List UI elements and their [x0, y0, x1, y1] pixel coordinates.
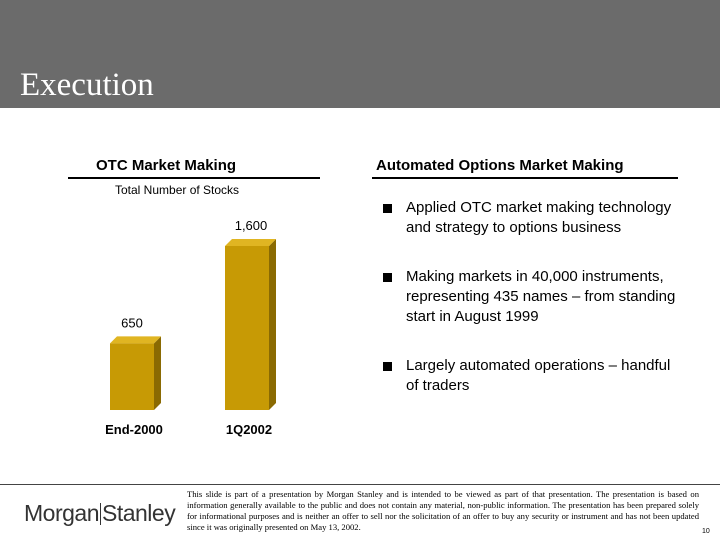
disclaimer-text: This slide is part of a presentation by …	[187, 489, 699, 532]
logo-separator	[99, 503, 101, 525]
otc-section-title: OTC Market Making	[96, 157, 237, 174]
bar	[110, 343, 154, 410]
morgan-stanley-logo: Morgan Stanley	[24, 500, 176, 527]
footer-divider	[0, 484, 720, 485]
otc-title-rule	[68, 177, 320, 179]
category-label: 1Q2002	[226, 422, 272, 437]
category-label: End-2000	[105, 422, 163, 437]
bullet-square-icon	[383, 273, 392, 282]
bar	[225, 246, 269, 410]
bullet-text: Largely automated operations – handful o…	[406, 357, 671, 394]
bar-side	[154, 336, 161, 410]
bullet-text: Making markets in 40,000 instruments, re…	[406, 268, 676, 325]
chart-subtitle: Total Number of Stocks	[115, 183, 240, 197]
otc-bar-chart: 650 End-2000 1,600 1Q2002	[105, 218, 276, 437]
bar-value-label: 650	[121, 315, 143, 330]
page-number: 10	[702, 528, 710, 535]
bar-top	[110, 336, 161, 344]
logo-stanley: Stanley	[101, 500, 176, 526]
logo-morgan: Morgan	[24, 500, 99, 526]
options-title-rule	[372, 177, 678, 179]
options-section-title: Automated Options Market Making	[376, 157, 624, 174]
title-bar: Execution	[0, 0, 720, 108]
bullet-text: Applied OTC market making technology and…	[406, 199, 672, 236]
bullet-square-icon	[383, 204, 392, 213]
slide-title: Execution	[20, 67, 154, 103]
bar-side	[269, 239, 276, 410]
bar-top	[225, 239, 276, 246]
bullet-square-icon	[383, 362, 392, 371]
bar-value-label: 1,600	[235, 218, 268, 233]
